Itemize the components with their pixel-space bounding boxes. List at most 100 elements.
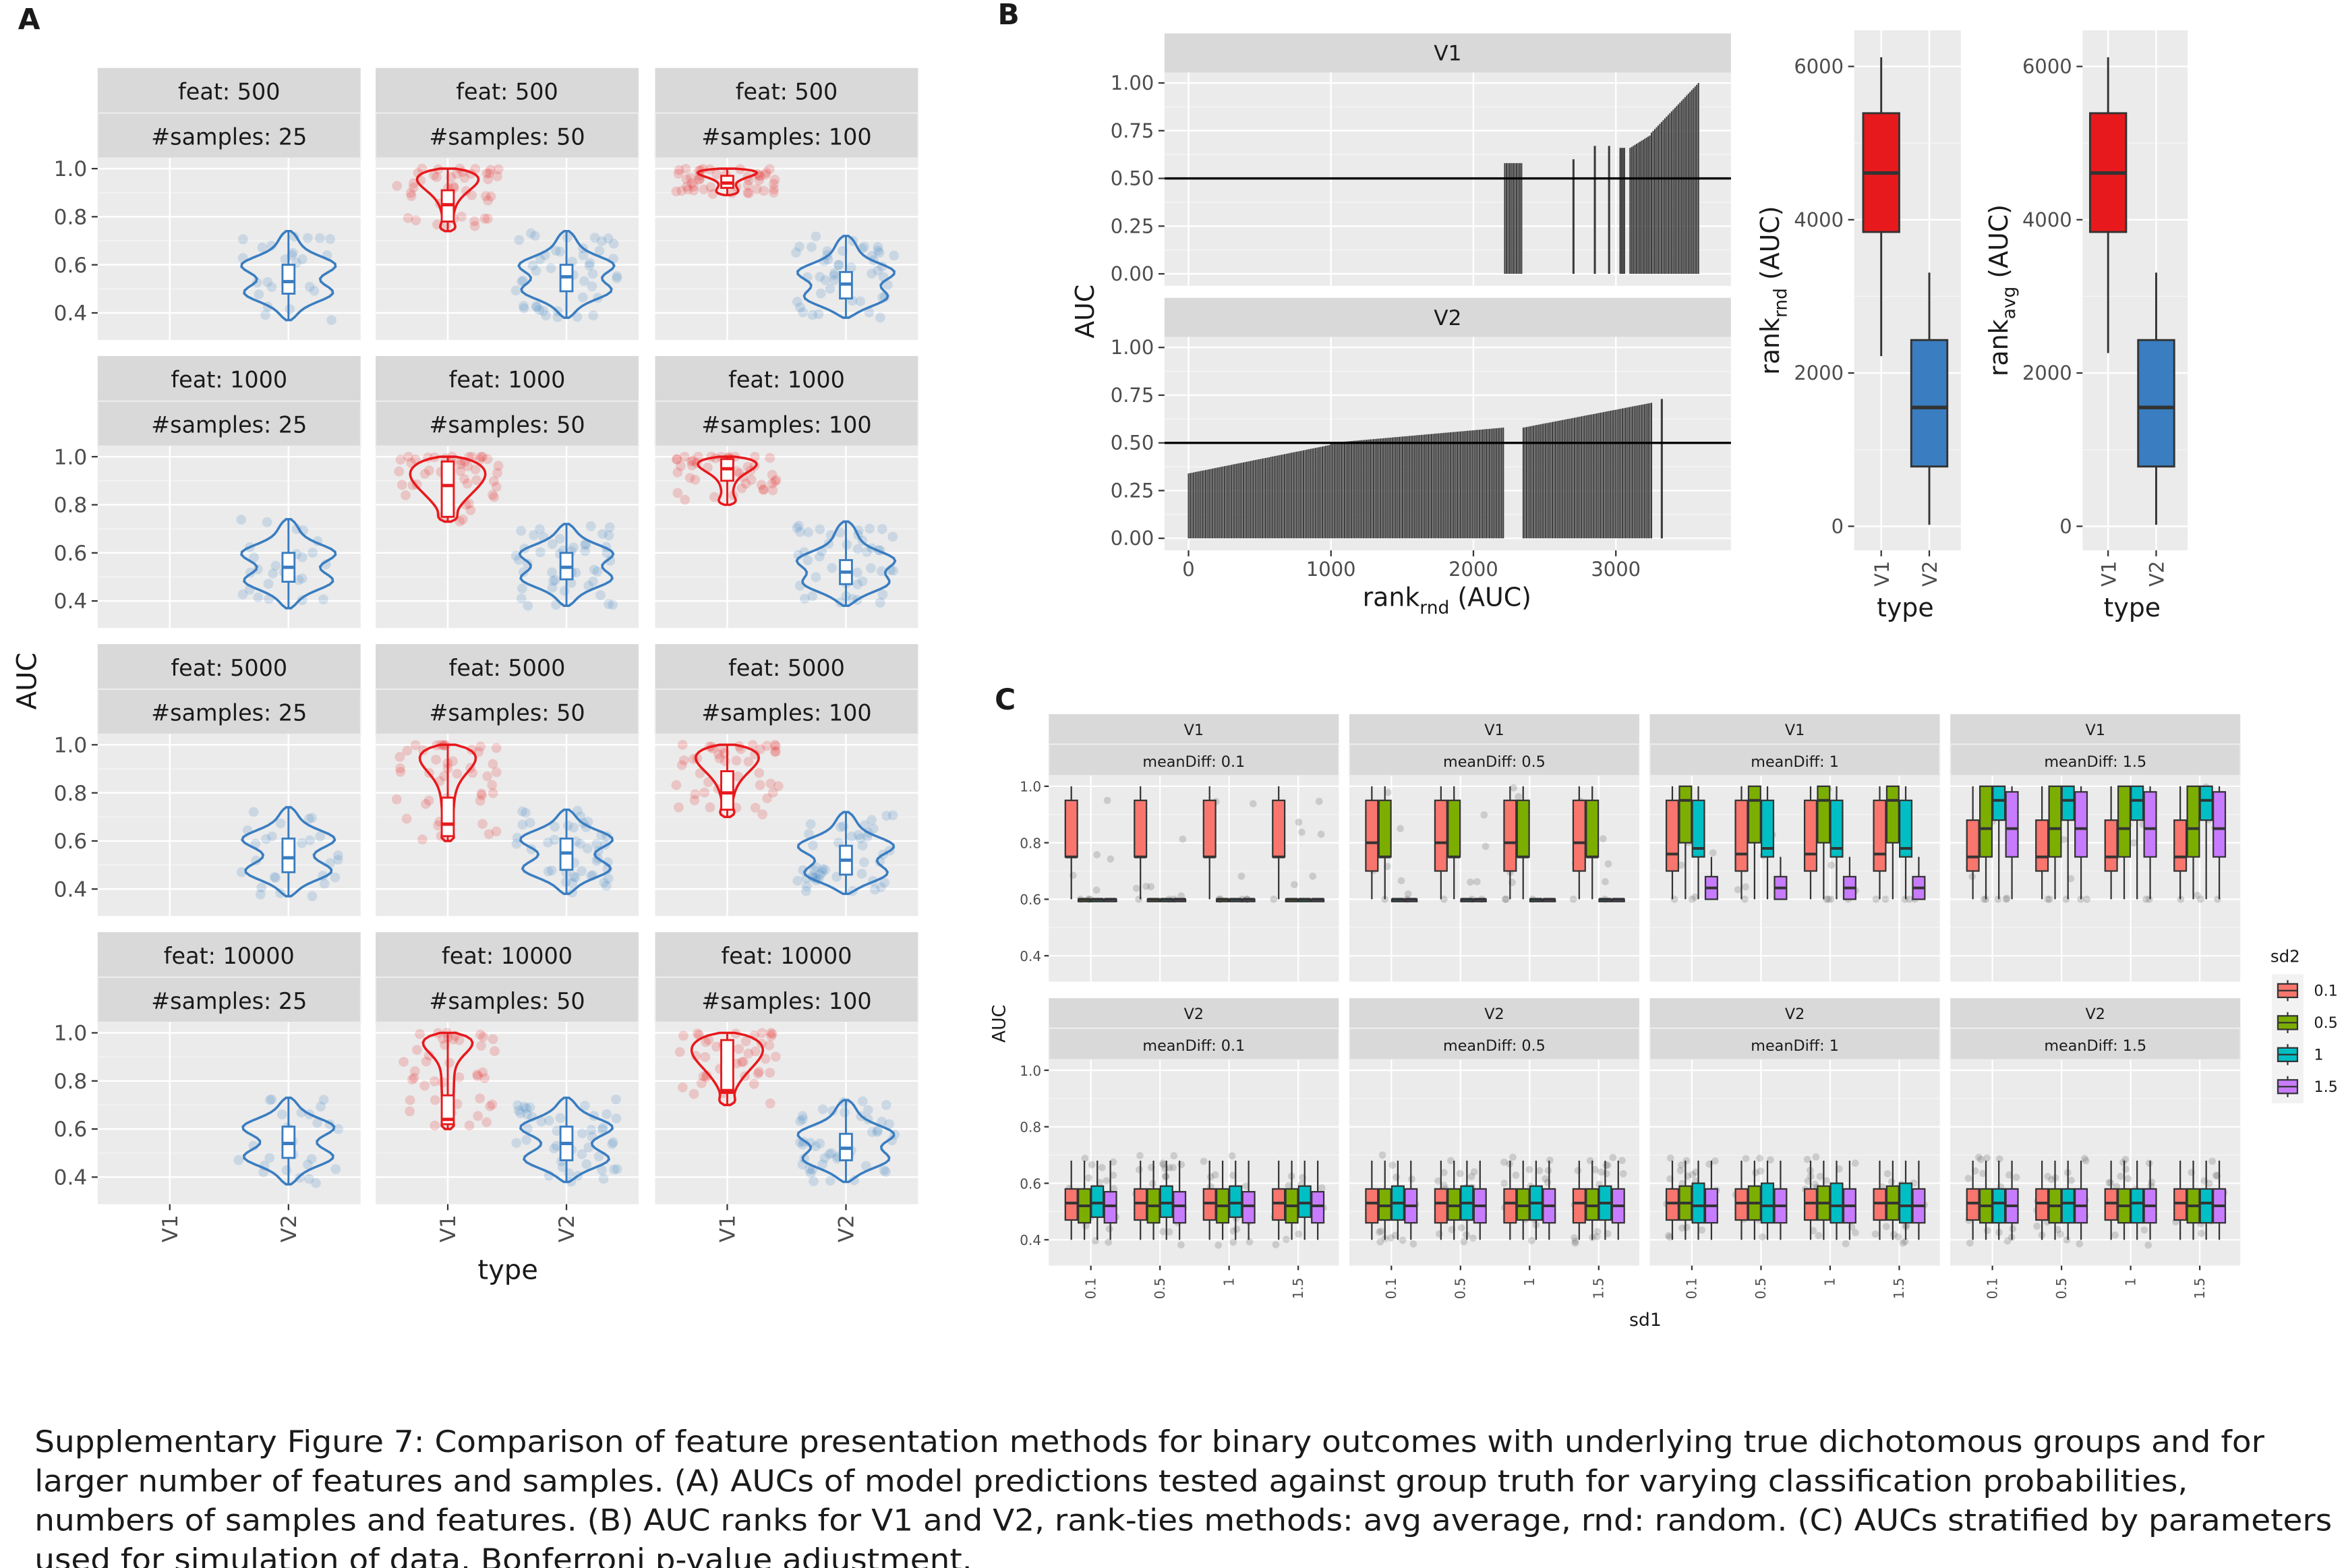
strip-label-feat: feat: 5000 <box>171 655 287 681</box>
jitter-point <box>315 832 326 842</box>
x-tick-label: 1.5 <box>2192 1277 2208 1299</box>
jitter-point <box>1480 811 1488 819</box>
strip-label-meandiff: meanDiff: 0.1 <box>1142 1037 1245 1055</box>
jitter-point <box>596 236 607 246</box>
strip-label-feat: feat: 1000 <box>449 367 566 393</box>
strip-label-samples: #samples: 100 <box>701 123 872 150</box>
jitter-point <box>318 594 328 605</box>
jitter-point <box>736 483 747 494</box>
jitter-point <box>1767 1156 1774 1164</box>
jitter-point <box>1593 1228 1602 1236</box>
jitter-point <box>541 310 551 321</box>
facet-cell: feat: 1000 #samples: 100 <box>654 355 919 629</box>
legend-label: 1 <box>2314 1047 2323 1064</box>
jitter-point <box>1473 877 1481 885</box>
jitter-point <box>405 1106 415 1117</box>
jitter-point <box>333 854 343 865</box>
jitter-point <box>1604 860 1612 868</box>
jitter-point <box>562 820 573 831</box>
jitter-point <box>1098 1163 1106 1171</box>
jitter-point <box>1994 896 2002 903</box>
jitter-point <box>491 826 502 837</box>
strip-label-type: V1 <box>2086 722 2105 739</box>
jitter-point <box>693 451 703 462</box>
jitter-point <box>1092 886 1101 894</box>
jitter-point <box>312 1117 322 1128</box>
box-iqr <box>1966 1188 1980 1221</box>
label-subscript: rnd <box>1419 598 1449 618</box>
jitter-point <box>478 1032 488 1042</box>
jitter-point <box>807 242 817 252</box>
jitter-point <box>1593 1233 1601 1241</box>
jitter-point <box>549 834 560 845</box>
jitter-point <box>2082 1157 2090 1165</box>
y-tick-label: 0.8 <box>54 494 88 518</box>
jitter-point <box>1515 792 1522 801</box>
facet-strip-samples <box>375 689 639 735</box>
strip-label-type: V1 <box>1785 722 1805 739</box>
plot-background <box>655 1022 918 1204</box>
jitter-point <box>690 474 701 485</box>
jitter-point <box>568 822 579 833</box>
violin-v2 <box>517 229 616 319</box>
jitter-point <box>1170 1152 1178 1160</box>
facet-strip-meandiff <box>1349 1027 1640 1061</box>
jitter-point <box>676 760 687 770</box>
jitter-point <box>454 1072 465 1082</box>
facet-strip-type <box>1649 998 1940 1028</box>
jitter-point <box>705 802 715 813</box>
jitter-point <box>581 540 591 550</box>
jitter-point <box>233 1155 244 1165</box>
jitter-point <box>2121 1165 2130 1173</box>
y-tick-label: 0.6 <box>54 1117 88 1142</box>
plot-background <box>1854 30 1961 551</box>
jitter-point <box>678 755 689 765</box>
jitter-point <box>742 187 753 198</box>
jitter-point <box>767 787 778 798</box>
x-axis-label: type <box>1877 593 1934 622</box>
jitter-point <box>773 781 784 791</box>
jitter-point <box>1440 896 1448 903</box>
jitter-point <box>714 753 725 763</box>
y-tick-label: 0.6 <box>1020 1175 1041 1192</box>
jitter-point <box>813 309 824 320</box>
jitter-point <box>285 304 295 314</box>
jitter-point <box>738 1056 749 1067</box>
jitter-point <box>1387 1234 1395 1242</box>
box-iqr <box>1365 1188 1379 1224</box>
jitter-point <box>531 302 542 312</box>
jitter-point <box>1318 1184 1326 1192</box>
plot-background <box>655 158 918 341</box>
box-iqr <box>1734 1188 1749 1221</box>
jitter-point <box>764 1040 775 1051</box>
jitter-point <box>820 865 830 875</box>
jitter-point <box>824 1149 835 1159</box>
jitter-point <box>536 1116 547 1127</box>
violin-v2 <box>240 806 336 898</box>
legend-label: 1.5 <box>2314 1078 2337 1096</box>
legend-title: sd2 <box>2270 947 2300 966</box>
jitter-point <box>795 1116 806 1126</box>
jitter-point <box>680 494 691 505</box>
box-iqr <box>440 1094 455 1126</box>
jitter-point <box>805 1138 816 1148</box>
jitter-point <box>1283 1236 1290 1244</box>
x-tick-label: 1.5 <box>1590 1277 1606 1299</box>
jitter-point <box>467 745 477 755</box>
facet-strip-type <box>1349 998 1639 1028</box>
strip-label-feat: feat: 10000 <box>442 943 573 969</box>
plot-background <box>1049 776 1339 982</box>
jitter-point <box>1742 1155 1750 1163</box>
jitter-point <box>1391 1231 1399 1240</box>
jitter-point <box>1883 1223 1890 1231</box>
jitter-point <box>257 242 268 253</box>
jitter-point <box>686 460 697 471</box>
jitter-point <box>270 873 281 883</box>
jitter-point <box>2005 1171 2013 1179</box>
strip-label: V2 <box>1434 306 1461 330</box>
jitter-point <box>798 307 809 318</box>
jitter-point <box>731 755 742 766</box>
jitter-point <box>1569 896 1577 903</box>
jitter-point <box>732 466 742 477</box>
